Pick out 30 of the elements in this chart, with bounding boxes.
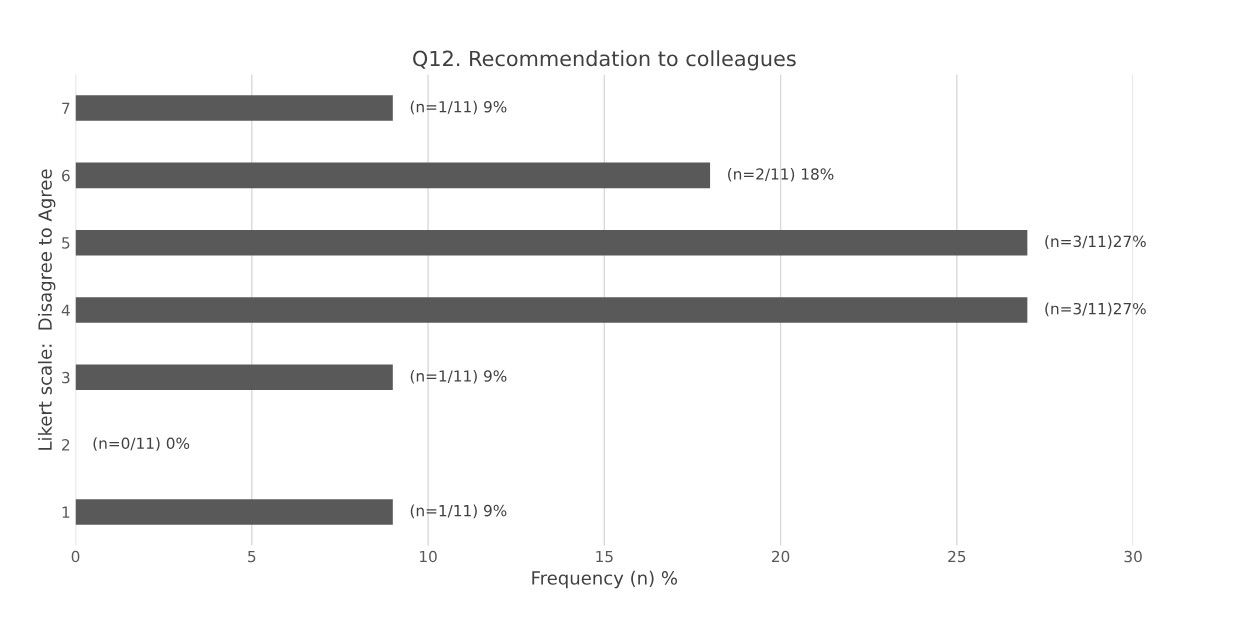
bar — [75, 297, 1028, 323]
x-tick-label: 20 — [771, 550, 790, 563]
data-label: (n=1/11) 9% — [410, 100, 507, 115]
data-label: (n=1/11) 9% — [410, 369, 507, 384]
x-tick-label: 30 — [1124, 550, 1142, 563]
data-label: (n=3/11)27% — [1045, 302, 1146, 317]
x-tick-label: 5 — [248, 550, 256, 563]
y-tick-label: 2 — [62, 439, 70, 451]
bar — [75, 364, 393, 391]
y-tick-label: 4 — [61, 304, 70, 316]
bar — [75, 162, 711, 189]
y-tick-label: 5 — [62, 237, 70, 249]
bar — [75, 95, 393, 121]
data-label: (n=3/11)27% — [1045, 235, 1146, 249]
chart-title: Q12. Recommendation to colleagues — [413, 50, 796, 71]
x-axis-title: Frequency (n) % — [532, 570, 678, 589]
y-tick-label: 3 — [62, 371, 70, 384]
data-label: (n=0/11) 0% — [93, 437, 190, 451]
data-label: (n=1/11) 9% — [410, 504, 507, 519]
data-label: (n=2/11) 18% — [728, 168, 834, 182]
y-tick-label: 6 — [62, 169, 70, 182]
bar — [75, 229, 1028, 256]
y-tick-label: 7 — [62, 102, 70, 114]
x-tick-label: 0 — [71, 550, 80, 563]
x-tick-label: 10 — [420, 550, 437, 563]
x-tick-label: 25 — [948, 550, 966, 563]
bar — [75, 499, 393, 525]
y-axis-title: Likert scale: Disagree to Agree — [37, 169, 56, 450]
y-tick-label: 1 — [62, 506, 70, 518]
x-tick-label: 15 — [596, 550, 613, 563]
